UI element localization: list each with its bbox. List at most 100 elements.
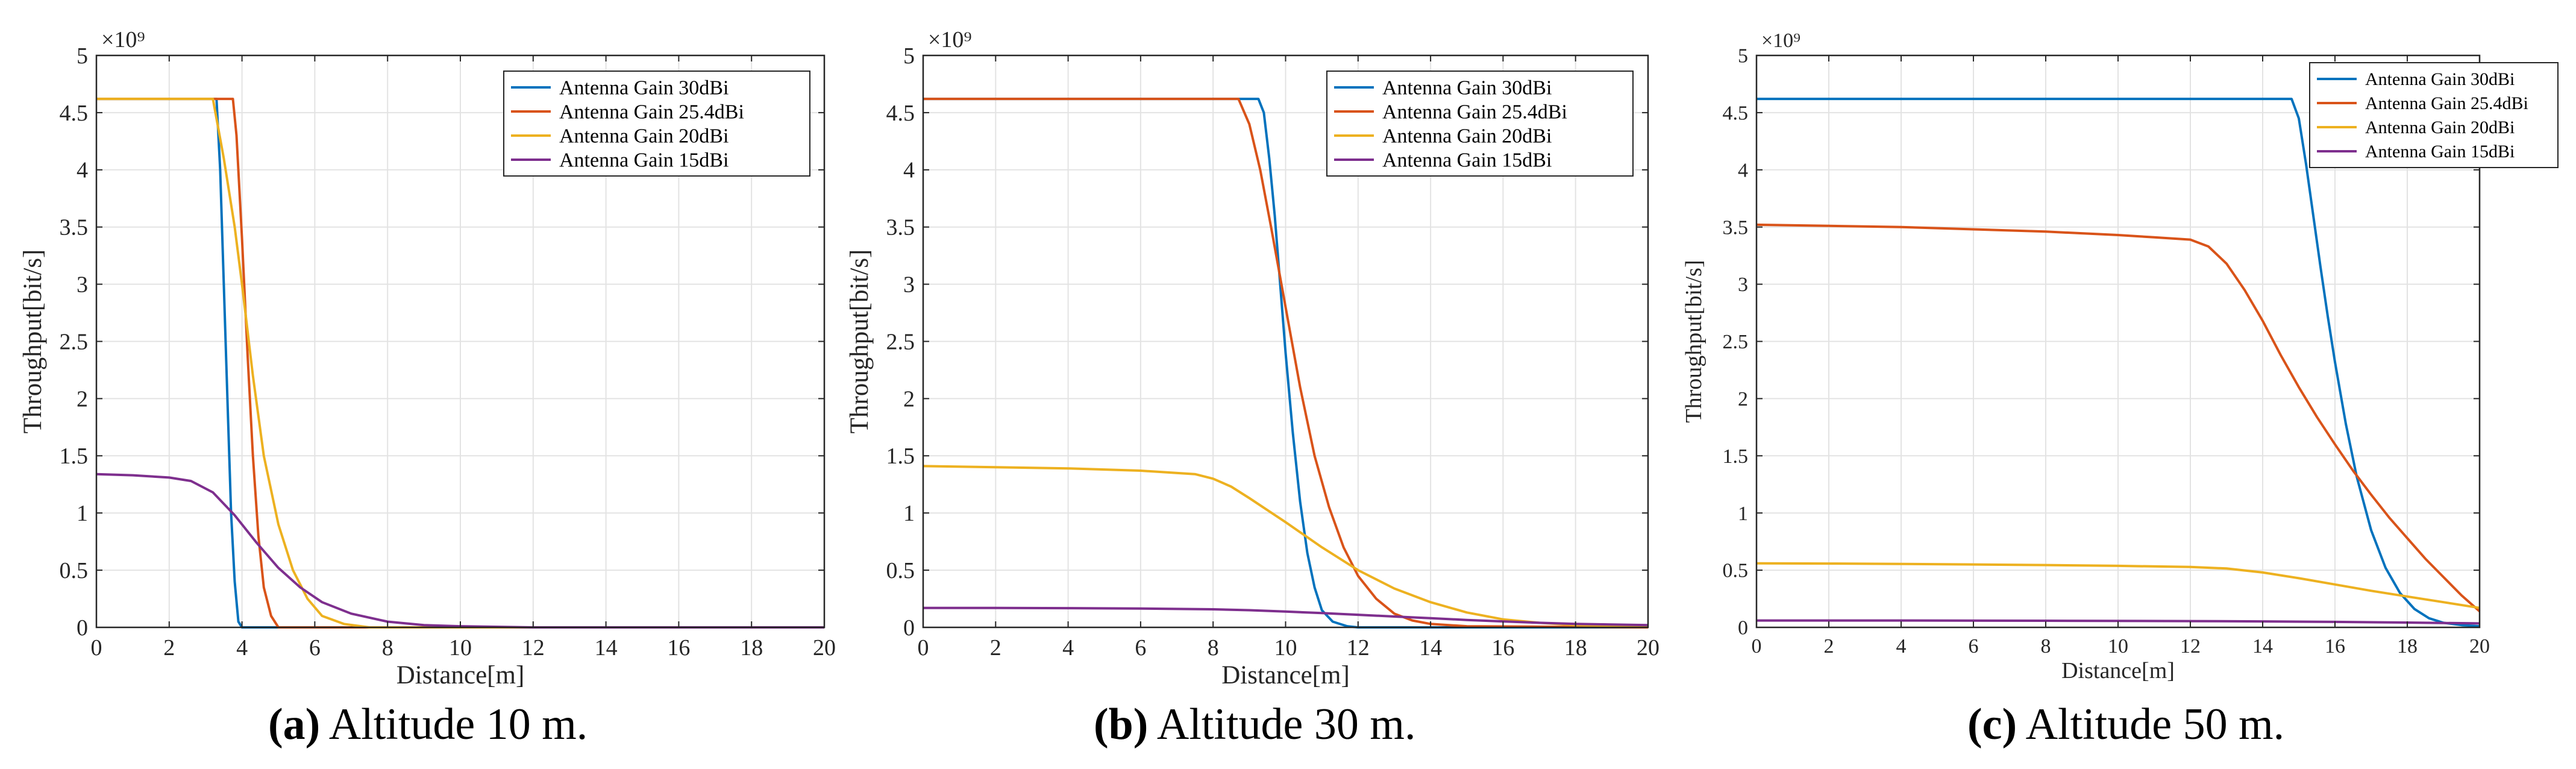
x-tick-label-2: 4	[236, 635, 248, 661]
legend-label-2: Antenna Gain 25.4dBi	[2365, 93, 2528, 113]
chart-panel-2: 0 2 4 6 8 10 12 14 16 18 20 0 0.5 1 1.5 2 2.5 3 3.5 4 4.5 5 ×1…	[845, 27, 1659, 689]
series-line-3	[96, 98, 824, 629]
y-tick-label-9: 4.5	[60, 101, 89, 126]
series-line-4	[923, 606, 1649, 627]
y-tick-label-5: 2.5	[886, 329, 915, 354]
x-tick-label-4: 8	[2041, 635, 2051, 658]
x-tick-label-10: 20	[2469, 635, 2490, 658]
x-tick-label-2: 4	[1062, 635, 1074, 661]
legend-label-1: Antenna Gain 30dBi	[559, 77, 729, 99]
y-exponent-label: ×10⁹	[1761, 30, 1800, 52]
y-tick-label-7: 3.5	[60, 215, 89, 240]
x-axis-label: Distance[m]	[2061, 658, 2175, 683]
y-tick-label-9: 4.5	[886, 101, 915, 126]
y-tick-label-6: 3	[77, 272, 88, 298]
legend-label-2: Antenna Gain 25.4dBi	[1382, 101, 1567, 124]
x-tick-label-8: 16	[2325, 635, 2345, 658]
x-tick-label-0: 0	[91, 635, 102, 661]
x-tick-label-8: 16	[667, 635, 690, 661]
legend-label-4: Antenna Gain 15dBi	[559, 149, 729, 172]
x-tick-label-9: 18	[2397, 635, 2418, 658]
series-line-4	[96, 472, 824, 629]
series-line-3	[923, 465, 1649, 628]
y-tick-label-10: 5	[1738, 45, 1748, 67]
y-tick-label-2: 1	[1738, 503, 1748, 525]
caption-c-text: Altitude 50 m.	[2025, 700, 2285, 749]
legend-box	[503, 71, 810, 177]
y-tick-label-10: 5	[903, 43, 915, 69]
series-line-3	[1756, 562, 2480, 609]
x-tick-label-1: 2	[990, 635, 1001, 661]
x-tick-label-10: 20	[1637, 635, 1659, 661]
x-tick-label-0: 0	[1752, 635, 1762, 658]
series-line-4	[1757, 619, 2480, 625]
y-tick-label-0: 0	[903, 615, 915, 641]
caption-b-letter: (b)	[1094, 700, 1149, 749]
caption-c-letter: (c)	[1967, 700, 2017, 749]
series-line-2	[923, 98, 1649, 629]
x-tick-label-10: 20	[813, 635, 836, 661]
x-tick-label-9: 18	[1564, 635, 1587, 661]
x-tick-label-6: 12	[522, 635, 545, 661]
y-axis-label: Throughput[bit/s]	[845, 250, 874, 434]
x-tick-label-3: 6	[1135, 635, 1146, 661]
legend-box	[1326, 71, 1634, 177]
chart-panel-1: 0 2 4 6 8 10 12 14 16 18 20 0 0.5 1 1.5 2 2.5 3 3.5 4 4.5 5 ×1…	[19, 27, 836, 689]
y-tick-label-8: 4	[1738, 159, 1748, 181]
x-tick-label-1: 2	[163, 635, 175, 661]
x-tick-label-7: 14	[2252, 635, 2273, 658]
y-tick-label-5: 2.5	[60, 329, 89, 354]
y-tick-label-2: 1	[903, 501, 915, 526]
legend-label-1: Antenna Gain 30dBi	[1382, 77, 1552, 99]
caption-b: (b) Altitude 30 m.	[1094, 699, 1415, 750]
x-tick-label-3: 6	[309, 635, 321, 661]
y-tick-label-1: 0.5	[60, 558, 89, 583]
y-tick-label-8: 4	[77, 158, 88, 183]
tick-labels: 0 2 4 6 8 10 12 14 16 18 20 0 0.5 1 1.5 2 2.5 3 3.5 4 4.5 5	[1723, 45, 2490, 658]
x-tick-label-3: 6	[1969, 635, 1979, 658]
legend-label-4: Antenna Gain 15dBi	[2365, 142, 2515, 162]
x-tick-label-5: 10	[449, 635, 472, 661]
x-tick-label-5: 10	[2108, 635, 2128, 658]
y-tick-label-0: 0	[1738, 617, 1748, 639]
x-tick-label-8: 16	[1491, 635, 1514, 661]
y-tick-label-3: 1.5	[886, 444, 915, 469]
series-line-1	[1757, 98, 2480, 628]
y-tick-label-6: 3	[1738, 274, 1748, 296]
legend-label-2: Antenna Gain 25.4dBi	[559, 101, 744, 124]
y-tick-label-10: 5	[77, 43, 88, 69]
legend-label-3: Antenna Gain 20dBi	[1382, 125, 1552, 148]
chart-panel-3: 0 2 4 6 8 10 12 14 16 18 20 0 0.5 1 1.5 2 2.5 3 3.5 4 4.5 5 ×1…	[1681, 30, 2559, 683]
x-tick-label-2: 4	[1896, 635, 1907, 658]
x-axis-label: Distance[m]	[396, 661, 525, 689]
y-tick-label-8: 4	[903, 158, 915, 183]
legend-label-4: Antenna Gain 15dBi	[1382, 149, 1552, 172]
y-exponent-label: ×10⁹	[101, 27, 145, 52]
x-tick-label-4: 8	[1208, 635, 1219, 661]
y-tick-label-4: 2	[903, 386, 915, 412]
y-tick-label-9: 4.5	[1723, 102, 1749, 124]
x-tick-label-0: 0	[918, 635, 929, 661]
caption-a-text: Altitude 10 m.	[328, 700, 588, 749]
x-tick-label-5: 10	[1274, 635, 1297, 661]
y-tick-label-7: 3.5	[886, 215, 915, 240]
tick-labels: 0 2 4 6 8 10 12 14 16 18 20 0 0.5 1 1.5 2 2.5 3 3.5 4 4.5 5	[886, 43, 1660, 661]
x-tick-label-7: 14	[595, 635, 618, 661]
y-tick-label-4: 2	[77, 386, 88, 412]
y-tick-label-3: 1.5	[60, 444, 89, 469]
y-tick-label-7: 3.5	[1723, 216, 1749, 239]
y-exponent-label: ×10⁹	[928, 27, 972, 52]
x-tick-label-1: 2	[1824, 635, 1834, 658]
y-tick-label-1: 0.5	[886, 558, 915, 583]
series-line-1	[923, 98, 1648, 629]
x-tick-label-9: 18	[740, 635, 763, 661]
y-tick-label-0: 0	[77, 615, 88, 641]
x-tick-label-6: 12	[1347, 635, 1370, 661]
y-tick-label-1: 0.5	[1723, 560, 1749, 582]
y-tick-label-6: 3	[903, 272, 915, 298]
x-tick-label-6: 12	[2180, 635, 2201, 658]
